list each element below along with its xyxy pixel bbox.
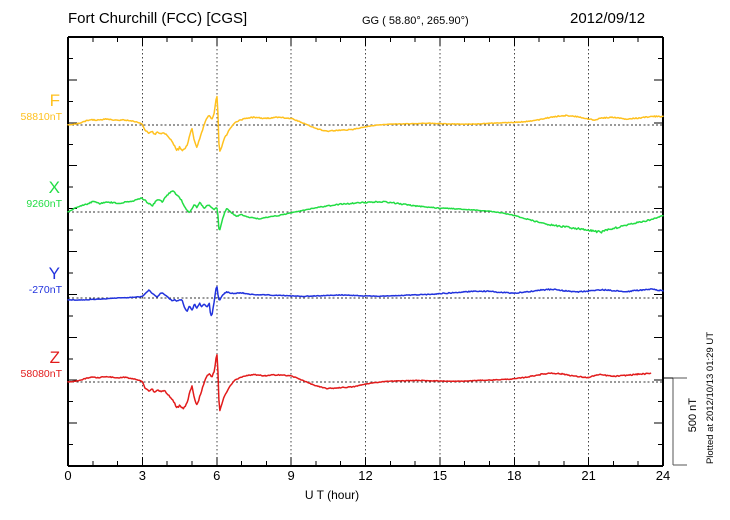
x-tick-9: 9 xyxy=(287,468,295,483)
component-symbol-y: Y xyxy=(48,264,60,283)
component-baseline-z: 58080nT xyxy=(20,368,62,380)
component-baseline-y: -270nT xyxy=(28,284,62,296)
x-tick-21: 21 xyxy=(581,468,596,483)
component-baseline-f: 58810nT xyxy=(20,111,62,123)
geographic-coordinates: GG ( 58.80°, 265.90°) xyxy=(362,15,469,27)
component-baseline-x: 9260nT xyxy=(26,198,62,210)
x-tick-0: 0 xyxy=(64,468,72,483)
page-title: Fort Churchill (FCC) [CGS] xyxy=(68,10,248,27)
component-symbol-z: Z xyxy=(49,348,60,367)
observation-date: 2012/09/12 xyxy=(570,10,646,27)
x-tick-3: 3 xyxy=(138,468,146,483)
x-tick-18: 18 xyxy=(507,468,522,483)
x-axis-title-text: U T (hour) xyxy=(304,488,360,502)
x-tick-12: 12 xyxy=(358,468,373,483)
x-tick-6: 6 xyxy=(213,468,221,483)
component-symbol-f: F xyxy=(49,91,60,110)
plotted-at-timestamp: Plotted at 2012/10/13 01:29 UT xyxy=(705,332,716,465)
component-symbol-x: X xyxy=(48,178,60,197)
scale-bar-label: 500 nT xyxy=(687,398,699,433)
x-axis-title: U T (hour) xyxy=(0,488,730,502)
x-tick-24: 24 xyxy=(655,468,671,483)
x-tick-15: 15 xyxy=(432,468,448,483)
